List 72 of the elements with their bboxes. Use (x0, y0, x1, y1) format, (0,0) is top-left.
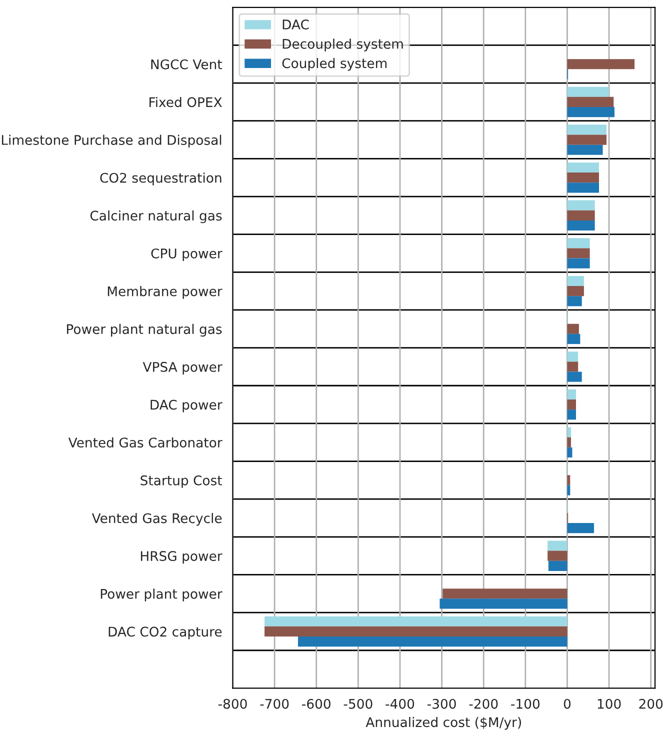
bar (264, 626, 568, 637)
bar (567, 352, 578, 362)
bar (567, 134, 607, 145)
bar (567, 485, 570, 496)
bar (567, 296, 582, 306)
bar (567, 286, 584, 296)
bar (567, 447, 572, 458)
bar (264, 616, 568, 626)
y-tick-label: NGCC Vent (151, 59, 222, 70)
y-tick-label: CPU power (151, 248, 222, 261)
y-tick-label: VPSA power (142, 362, 222, 374)
y-tick-label: DAC CO2 capture (108, 626, 222, 640)
y-tick-label: HRSG power (140, 551, 222, 564)
x-tick-label: -100 (511, 698, 540, 709)
bar (567, 258, 590, 268)
bar (567, 59, 635, 70)
bar (567, 389, 576, 400)
bar (567, 124, 607, 135)
bar (567, 144, 603, 155)
bar (567, 107, 614, 118)
y-tick-label: Vented Gas Recycle (92, 512, 222, 526)
bar (442, 588, 568, 599)
y-tick-label: Power plant natural gas (67, 324, 222, 337)
bar (567, 399, 576, 410)
bar (298, 636, 568, 647)
bar (567, 362, 578, 372)
x-tick-label: -200 (469, 698, 498, 709)
y-tick-label: CO2 sequestration (100, 172, 222, 186)
x-tick-label: -700 (260, 698, 289, 709)
x-tick-label: 0 (564, 698, 571, 709)
bar (567, 410, 576, 420)
y-tick-label: Limestone Purchase and Disposal (2, 134, 222, 148)
bar (567, 238, 590, 248)
bar (567, 334, 580, 344)
bar (567, 276, 584, 286)
bar (548, 540, 568, 551)
bar (567, 220, 595, 231)
x-tick-label: -800 (218, 698, 247, 709)
y-tick-label: Startup Cost (140, 475, 222, 488)
x-tick-label: 100 (598, 698, 621, 709)
bar (567, 248, 590, 258)
bar (567, 210, 595, 220)
legend-label: Decoupled system (282, 38, 403, 52)
x-tick-label: 200 (639, 698, 663, 709)
bar (567, 182, 599, 193)
x-tick-label: -600 (302, 698, 330, 709)
bar (567, 437, 571, 448)
y-tick-label: Fixed OPEX (150, 96, 222, 108)
x-tick-label: -500 (344, 698, 372, 709)
y-tick-label: Membrane power (108, 286, 222, 299)
bar (567, 200, 595, 210)
bar (567, 172, 599, 183)
x-axis-title: Annualized cost ($M/yr) (366, 716, 521, 730)
bar (548, 550, 568, 561)
legend-label: Coupled system (282, 58, 387, 71)
y-tick-label: Power plant power (100, 588, 222, 602)
y-tick-label: Vented Gas Carbonator (68, 437, 222, 448)
bar (567, 324, 579, 334)
y-tick-label: DAC power (150, 400, 222, 412)
x-tick-label: -300 (427, 698, 456, 709)
y-tick-label: Calciner natural gas (90, 210, 222, 224)
bar (567, 523, 594, 534)
bar (567, 162, 599, 173)
legend-label: DAC (282, 20, 309, 30)
bar (548, 560, 568, 571)
x-tick-label: -400 (386, 698, 414, 709)
bar (567, 427, 571, 438)
bar (567, 96, 614, 107)
bar (440, 598, 568, 609)
bar (567, 86, 610, 97)
bar (567, 475, 570, 486)
bar (567, 372, 582, 382)
